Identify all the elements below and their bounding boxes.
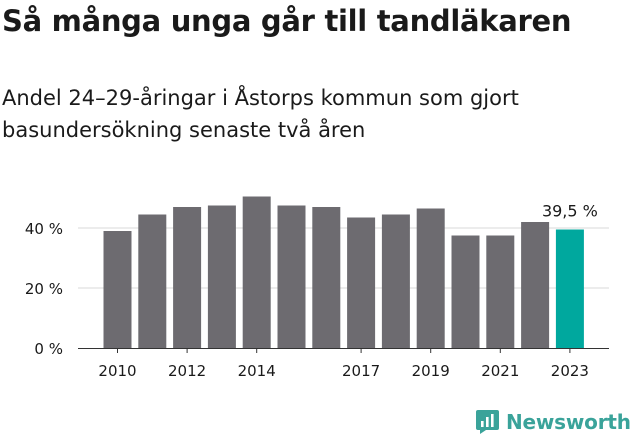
chart-title: Så många unga går till tandläkaren — [2, 4, 572, 38]
x-tick-label: 2023 — [551, 362, 589, 380]
bar-2010 — [103, 231, 132, 348]
bar-2018 — [381, 214, 410, 348]
y-axis-ticks: 0 % 20 % 40 % — [25, 220, 63, 358]
brand-logo: Newsworthy — [475, 407, 631, 437]
bar-2023 — [555, 229, 584, 348]
y-tick-label: 40 % — [25, 220, 63, 238]
x-tick-label: 2010 — [98, 362, 136, 380]
bar-2013 — [207, 205, 236, 348]
x-tick-label: 2014 — [238, 362, 276, 380]
brand-name: Newsworthy — [506, 410, 631, 434]
bar-2017 — [347, 217, 376, 348]
bar-2012 — [173, 207, 202, 348]
bar-chart: 0 % 20 % 40 % 2010 2012 2014 2017 2019 2021 2023… — [25, 196, 609, 380]
gridlines — [78, 227, 609, 289]
bar-2022 — [521, 222, 550, 348]
x-tick-label: 2019 — [412, 362, 450, 380]
chart-bubble-icon — [476, 410, 499, 434]
y-tick-label: 0 % — [34, 340, 63, 358]
bar-2020 — [451, 235, 480, 348]
bar-2015 — [277, 205, 306, 348]
bars — [103, 196, 584, 348]
x-tick-label: 2021 — [481, 362, 519, 380]
bar-2019 — [416, 208, 445, 348]
bar-2011 — [138, 214, 167, 348]
data-label-2023: 39,5 % — [542, 202, 598, 221]
x-axis-ticks: 2010 2012 2014 2017 2019 2021 2023 — [98, 348, 589, 380]
bar-2014 — [242, 196, 271, 348]
x-tick-label: 2017 — [342, 362, 380, 380]
bar-2021 — [486, 235, 515, 348]
bar-2016 — [312, 207, 341, 348]
x-tick-label: 2012 — [168, 362, 206, 380]
y-tick-label: 20 % — [25, 280, 63, 298]
data-labels: 39,5 % — [542, 202, 598, 221]
chart-subtitle: Andel 24–29-åringar i Åstorps kommun som… — [2, 86, 519, 142]
